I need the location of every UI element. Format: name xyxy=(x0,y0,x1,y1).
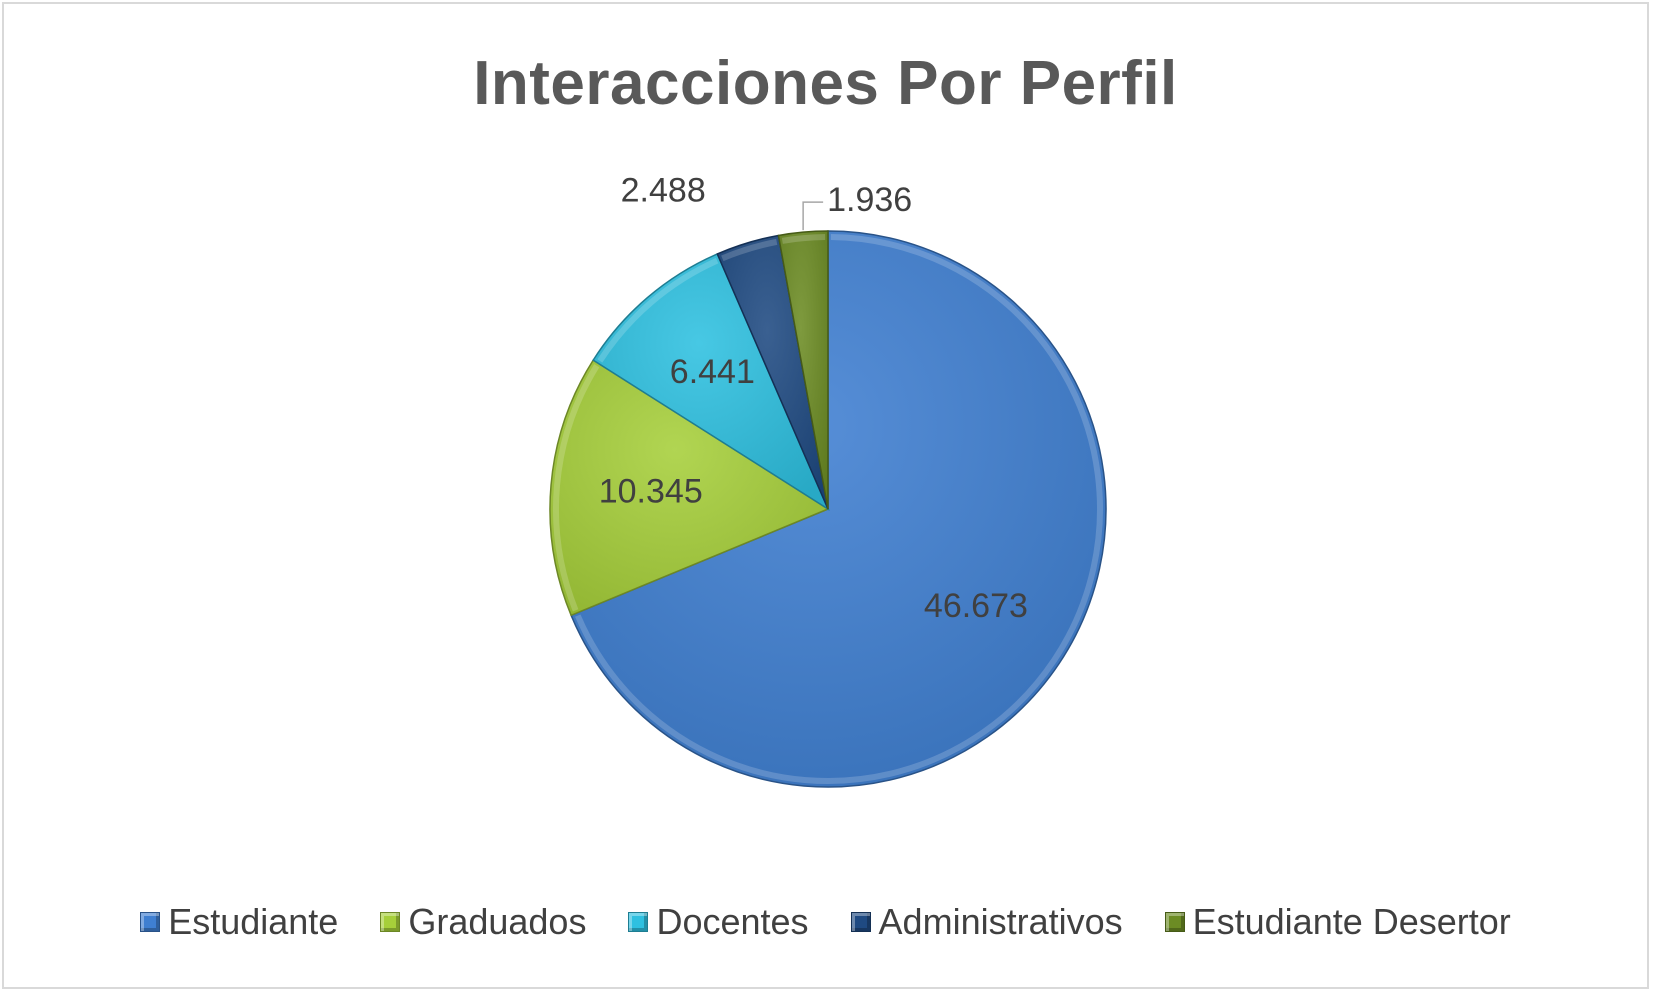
data-label-docentes: 6.441 xyxy=(670,353,755,391)
pie-slice-docentes xyxy=(592,252,830,511)
pie-slice-bevel xyxy=(721,238,778,262)
legend-label: Estudiante xyxy=(168,901,339,942)
legend-label: Graduados xyxy=(408,901,587,942)
pie-slice-estudiante-desertor xyxy=(777,230,829,510)
pie-slice-estudiante xyxy=(570,230,1107,788)
legend-item-estudiante-desertor: Estudiante Desertor xyxy=(1164,901,1511,943)
legend-swatch xyxy=(850,912,871,932)
chart-title: Interacciones Por Perfil xyxy=(473,49,1178,118)
pie-slice-bevel xyxy=(597,257,719,363)
pie-slice-bevel xyxy=(553,364,600,612)
legend-item-estudiante: Estudiante xyxy=(140,901,338,943)
leader-line xyxy=(802,201,824,231)
data-label-graduados: 10.345 xyxy=(599,473,703,511)
pie-slices xyxy=(549,230,1107,788)
pie-slice-bevel xyxy=(781,234,826,244)
legend-item-administrativos: Administrativos xyxy=(850,901,1123,943)
data-label-estudiante: 46.673 xyxy=(924,587,1028,625)
data-label-estudiante-desertor: 1.936 xyxy=(827,181,912,219)
data-label-administrativos: 2.488 xyxy=(621,172,706,210)
pie-slice-graduados xyxy=(549,359,830,617)
leader-lines xyxy=(802,201,824,231)
pie-slice-bevel xyxy=(575,234,1103,784)
legend-label: Docentes xyxy=(656,901,809,942)
legend: Estudiante Graduados Docentes Administra… xyxy=(4,901,1647,943)
legend-swatch xyxy=(380,912,401,932)
legend-swatch xyxy=(1164,912,1185,932)
data-labels: 46.673 10.345 6.441 2.488 1.936 xyxy=(599,172,1028,625)
legend-label: Estudiante Desertor xyxy=(1192,901,1511,942)
legend-item-docentes: Docentes xyxy=(628,901,809,943)
legend-label: Administrativos xyxy=(878,901,1123,942)
pie-chart: 46.673 10.345 6.441 2.488 1.936 xyxy=(549,172,1107,788)
legend-swatch xyxy=(140,912,161,932)
legend-item-graduados: Graduados xyxy=(380,901,586,943)
legend-swatch xyxy=(628,912,649,932)
